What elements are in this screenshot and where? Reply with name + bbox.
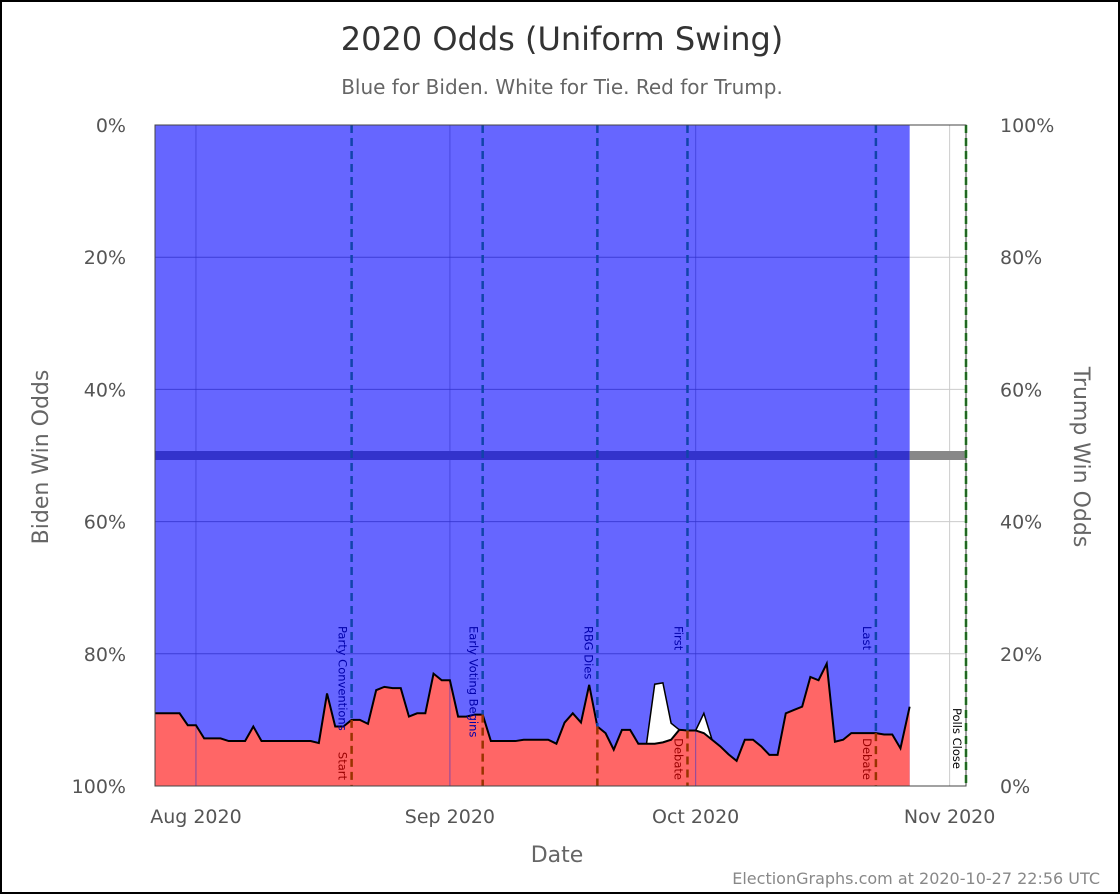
y-tick-label-left: 100% (72, 776, 126, 798)
x-tick-label: Oct 2020 (652, 806, 739, 828)
event-label-top: Early Voting Begins (467, 626, 481, 737)
y-tick-label-right: 40% (1000, 512, 1042, 534)
y-tick-label-left: 20% (84, 247, 126, 269)
event-label-top: RBG Dies (581, 626, 595, 679)
y-tick-label-left: 40% (84, 379, 126, 401)
y-axis-title-right: Trump Win Odds (1068, 366, 1093, 548)
x-axis-title: Date (531, 843, 584, 868)
trump-area (155, 663, 910, 786)
x-tick-label: Aug 2020 (150, 806, 242, 828)
y-tick-label-right: 0% (1000, 776, 1030, 798)
axes: 100% 80% 60% 40% 20% 0% 0% 20% 40% 60% 80% 100% Aug … (72, 115, 1055, 828)
x-tick-label: Sep 2020 (405, 806, 495, 828)
y-tick-label-left: 0% (96, 115, 126, 137)
event-label-bottom: Debate (860, 738, 874, 780)
y-tick-label-right: 80% (1000, 247, 1042, 269)
credit-text: ElectionGraphs.com at 2020-10-27 22:56 U… (732, 869, 1100, 888)
x-tick-label: Nov 2020 (904, 806, 995, 828)
plot-border (154, 124, 967, 787)
plot-area: Party Conventions Start Early Voting Begin… (154, 124, 968, 787)
event-label-top: Last (860, 626, 874, 650)
event-label-top: First (671, 626, 685, 651)
y-tick-label-right: 60% (1000, 379, 1042, 401)
y-axis-title-left: Biden Win Odds (29, 370, 54, 545)
event-label-top: Party Conventions (336, 626, 350, 731)
event-label-top: Polls Close (950, 708, 964, 769)
y-tick-label-right: 100% (1000, 115, 1054, 137)
y-tick-label-left: 60% (84, 512, 126, 534)
tie-area (638, 682, 713, 744)
chart-title: 2020 Odds (Uniform Swing) (341, 20, 784, 58)
event-label-bottom: Start (336, 752, 350, 781)
event-label-bottom: Debate (671, 738, 685, 780)
trump-odds-line (155, 660, 911, 763)
tie-odds-line (638, 682, 713, 745)
y-tick-label-left: 80% (84, 644, 126, 666)
chart-subtitle: Blue for Biden. White for Tie. Red for T… (341, 75, 783, 99)
y-tick-label-right: 20% (1000, 644, 1042, 666)
